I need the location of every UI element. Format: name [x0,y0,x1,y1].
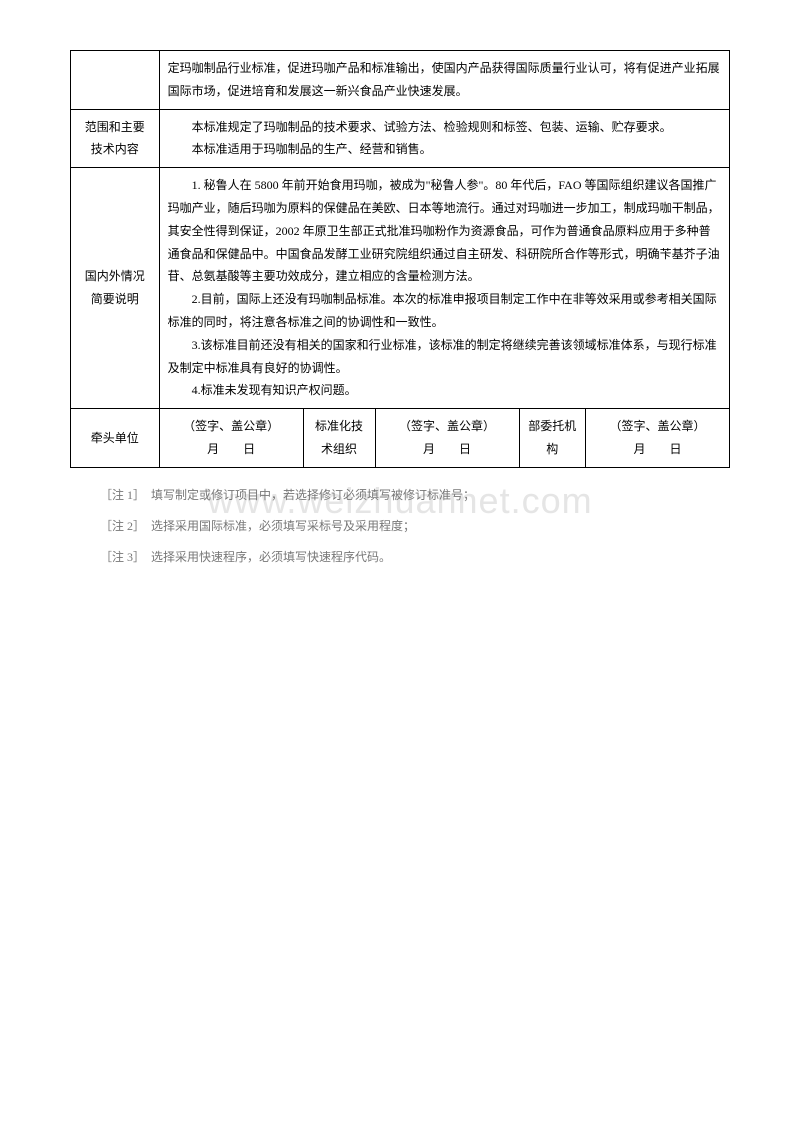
sig-text-1: （签字、盖公章） [168,415,295,438]
row2-content: 本标准规定了玛咖制品的技术要求、试验方法、检验规则和标签、包装、运输、贮存要求。… [159,109,729,168]
ministry-sig: （签字、盖公章） 月 日 [585,409,729,468]
row3-p4: 4.标准未发现有知识产权问题。 [168,379,721,402]
table-row: 国内外情况简要说明 1. 秘鲁人在 5800 年前开始食用玛咖，被成为"秘鲁人参… [71,168,730,409]
row1-label [71,51,160,110]
note-3: ［注 3］ 选择采用快速程序，必须填写快速程序代码。 [100,548,730,567]
table-row: 定玛咖制品行业标准，促进玛咖产品和标准输出，使国内产品获得国际质量行业认可，将有… [71,51,730,110]
sig-text-2: （签字、盖公章） [384,415,511,438]
lead-unit-label: 牵头单位 [71,409,160,468]
std-org-label: 标准化技术组织 [303,409,375,468]
row2-line2: 本标准适用于玛咖制品的生产、经营和销售。 [168,138,721,161]
sig-date-2: 月 日 [384,438,511,461]
lead-unit-sig: （签字、盖公章） 月 日 [159,409,303,468]
document-table: 定玛咖制品行业标准，促进玛咖产品和标准输出，使国内产品获得国际质量行业认可，将有… [70,50,730,468]
sig-text-3: （签字、盖公章） [594,415,721,438]
row2-label: 范围和主要技术内容 [71,109,160,168]
note-2: ［注 2］ 选择采用国际标准，必须填写采标号及采用程度； [100,517,730,536]
note-1: ［注 1］ 填写制定或修订项目中，若选择修订必须填写被修订标准号； [100,486,730,505]
std-org-sig: （签字、盖公章） 月 日 [375,409,519,468]
row3-content: 1. 秘鲁人在 5800 年前开始食用玛咖，被成为"秘鲁人参"。80 年代后，F… [159,168,729,409]
row3-p1: 1. 秘鲁人在 5800 年前开始食用玛咖，被成为"秘鲁人参"。80 年代后，F… [168,174,721,288]
signature-row: 牵头单位 （签字、盖公章） 月 日 标准化技术组织 （签字、盖公章） 月 日 部… [71,409,730,468]
row3-p2: 2.目前，国际上还没有玛咖制品标准。本次的标准申报项目制定工作中在非等效采用或参… [168,288,721,334]
ministry-label: 部委托机构 [519,409,585,468]
notes-section: ［注 1］ 填写制定或修订项目中，若选择修订必须填写被修订标准号； ［注 2］ … [70,486,730,568]
sig-date-3: 月 日 [594,438,721,461]
row2-line1: 本标准规定了玛咖制品的技术要求、试验方法、检验规则和标签、包装、运输、贮存要求。 [168,116,721,139]
row1-content: 定玛咖制品行业标准，促进玛咖产品和标准输出，使国内产品获得国际质量行业认可，将有… [159,51,729,110]
row3-p3: 3.该标准目前还没有相关的国家和行业标准，该标准的制定将继续完善该领域标准体系，… [168,334,721,380]
table-row: 范围和主要技术内容 本标准规定了玛咖制品的技术要求、试验方法、检验规则和标签、包… [71,109,730,168]
sig-date-1: 月 日 [168,438,295,461]
row3-label: 国内外情况简要说明 [71,168,160,409]
